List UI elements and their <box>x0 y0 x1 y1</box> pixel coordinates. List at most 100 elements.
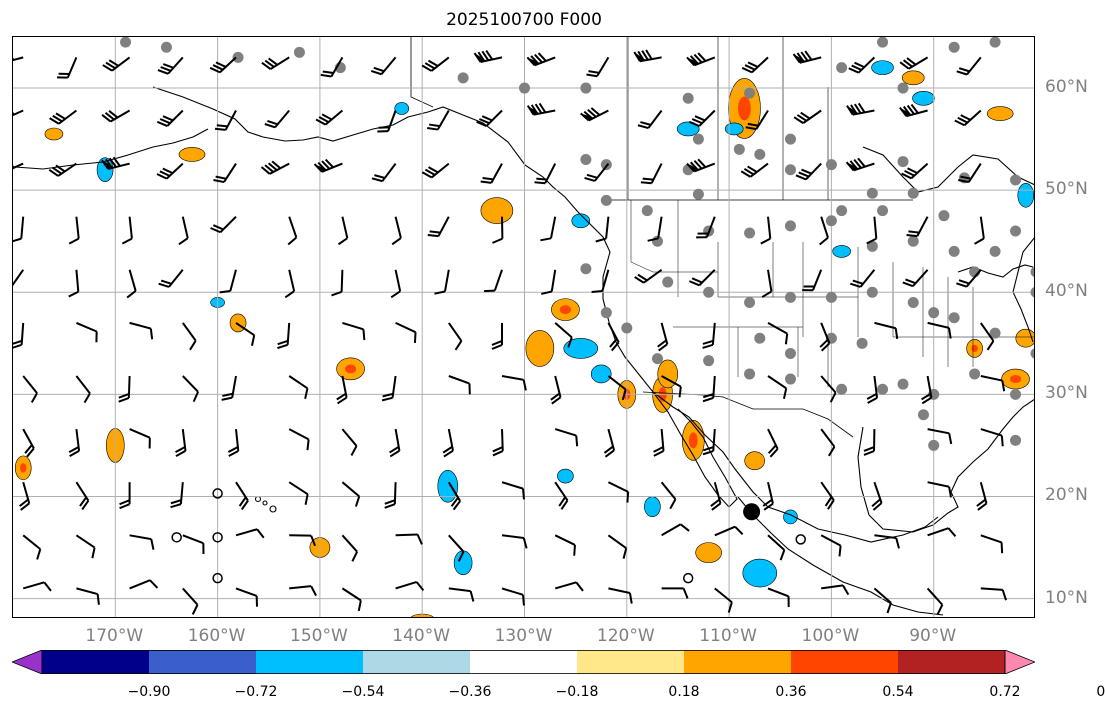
station-marker <box>989 327 1001 339</box>
wind-barb <box>492 216 504 244</box>
station-marker <box>836 383 848 395</box>
station-marker <box>754 332 766 344</box>
wind-barb <box>501 587 525 606</box>
wind-barb <box>696 216 716 239</box>
colorbar-tick-label: 0.36 <box>775 684 807 700</box>
wind-barb <box>209 56 237 74</box>
station-marker <box>703 355 715 367</box>
us-mexico-border <box>642 391 854 438</box>
calm-wind-circle <box>212 532 223 543</box>
station-marker <box>600 194 612 206</box>
wind-barb <box>476 109 503 127</box>
wind-barb <box>820 534 842 557</box>
station-marker <box>856 337 868 349</box>
wind-barb <box>873 587 892 614</box>
wind-barb <box>178 216 189 246</box>
wind-barb <box>22 428 35 458</box>
wind-barb <box>448 534 465 562</box>
wind-barb <box>13 159 24 174</box>
wind-barb <box>421 56 450 72</box>
colorbar-segment <box>898 650 1006 674</box>
mexico-coastline <box>737 496 944 616</box>
wind-barb <box>980 428 1004 447</box>
station-marker <box>784 373 796 385</box>
wind-barb <box>820 375 837 403</box>
wind-barb <box>921 375 933 405</box>
wind-barb <box>235 481 249 511</box>
wind-barb <box>637 109 663 130</box>
wind-barb <box>714 587 733 613</box>
wind-barb <box>661 375 682 398</box>
station-marker <box>825 215 837 227</box>
wind-barb <box>927 321 952 339</box>
colorbar-tick-label: −0.36 <box>448 684 492 700</box>
station-marker <box>989 37 1001 48</box>
wind-barb <box>331 269 344 297</box>
station-marker <box>580 154 592 166</box>
wind-barb <box>849 269 876 288</box>
wind-barb <box>395 533 423 545</box>
wind-barb <box>848 56 876 74</box>
station-marker <box>897 82 909 94</box>
station-marker <box>877 37 889 48</box>
wind-barb <box>492 429 504 457</box>
figure-title: 2025100700 F000 <box>446 10 602 30</box>
wind-barb <box>902 269 929 288</box>
wind-barb <box>389 428 401 458</box>
station-marker <box>917 409 929 421</box>
station-marker <box>825 291 837 303</box>
wind-barb <box>447 322 463 351</box>
wind-barb <box>395 581 425 591</box>
wind-barb <box>421 162 450 179</box>
wind-barb <box>660 481 677 510</box>
station-marker <box>907 296 919 308</box>
colorbar-outline <box>41 650 1006 674</box>
wind-barb <box>381 375 397 402</box>
wind-barb <box>182 375 199 403</box>
station-marker <box>877 205 889 217</box>
colorbar-extend-min <box>12 650 43 674</box>
station-marker <box>928 439 940 451</box>
calm-wind-circle <box>171 532 182 543</box>
wind-barb <box>22 534 42 560</box>
station-marker <box>1010 434 1022 446</box>
wind-barb <box>501 375 527 391</box>
colorbar-tick-label: −0.54 <box>341 684 385 700</box>
wind-barb <box>264 109 290 129</box>
colorbar-segment <box>470 650 578 674</box>
wind-barb <box>341 428 358 456</box>
wind-barb <box>979 322 995 351</box>
colorbar-segment <box>363 650 471 674</box>
lat-label: 50°N <box>1045 179 1088 200</box>
station-marker <box>120 37 132 48</box>
positive-shading-core <box>1009 375 1022 384</box>
wind-barb <box>871 481 883 511</box>
wind-barb <box>976 481 988 511</box>
positive-shading-core <box>559 305 572 315</box>
wind-barb <box>75 534 96 559</box>
colorbar-tick-label: 0.72 <box>989 684 1021 700</box>
station-marker <box>1030 348 1034 359</box>
positive-shading-core <box>971 344 978 353</box>
station-marker <box>1030 287 1034 298</box>
wind-barb <box>157 56 184 75</box>
hudson-bay-coastline <box>862 146 1034 193</box>
wind-barb <box>315 109 344 126</box>
wind-barb <box>370 56 397 76</box>
wind-barb <box>688 269 716 287</box>
wind-barb <box>819 216 829 246</box>
wind-barb <box>640 163 663 185</box>
wind-barb <box>68 216 80 245</box>
wind-barb <box>767 375 788 400</box>
wind-barb <box>762 481 774 511</box>
station-marker <box>1010 225 1022 237</box>
wind-barb <box>686 158 716 173</box>
station-marker <box>293 46 305 58</box>
wind-barb <box>390 269 402 299</box>
colorbar-segment <box>149 650 257 674</box>
lat-label: 10°N <box>1045 587 1088 608</box>
wind-barb <box>633 49 662 63</box>
positive-shading-area <box>901 70 925 86</box>
station-marker <box>519 82 530 94</box>
gulf-coastline <box>857 399 1034 533</box>
